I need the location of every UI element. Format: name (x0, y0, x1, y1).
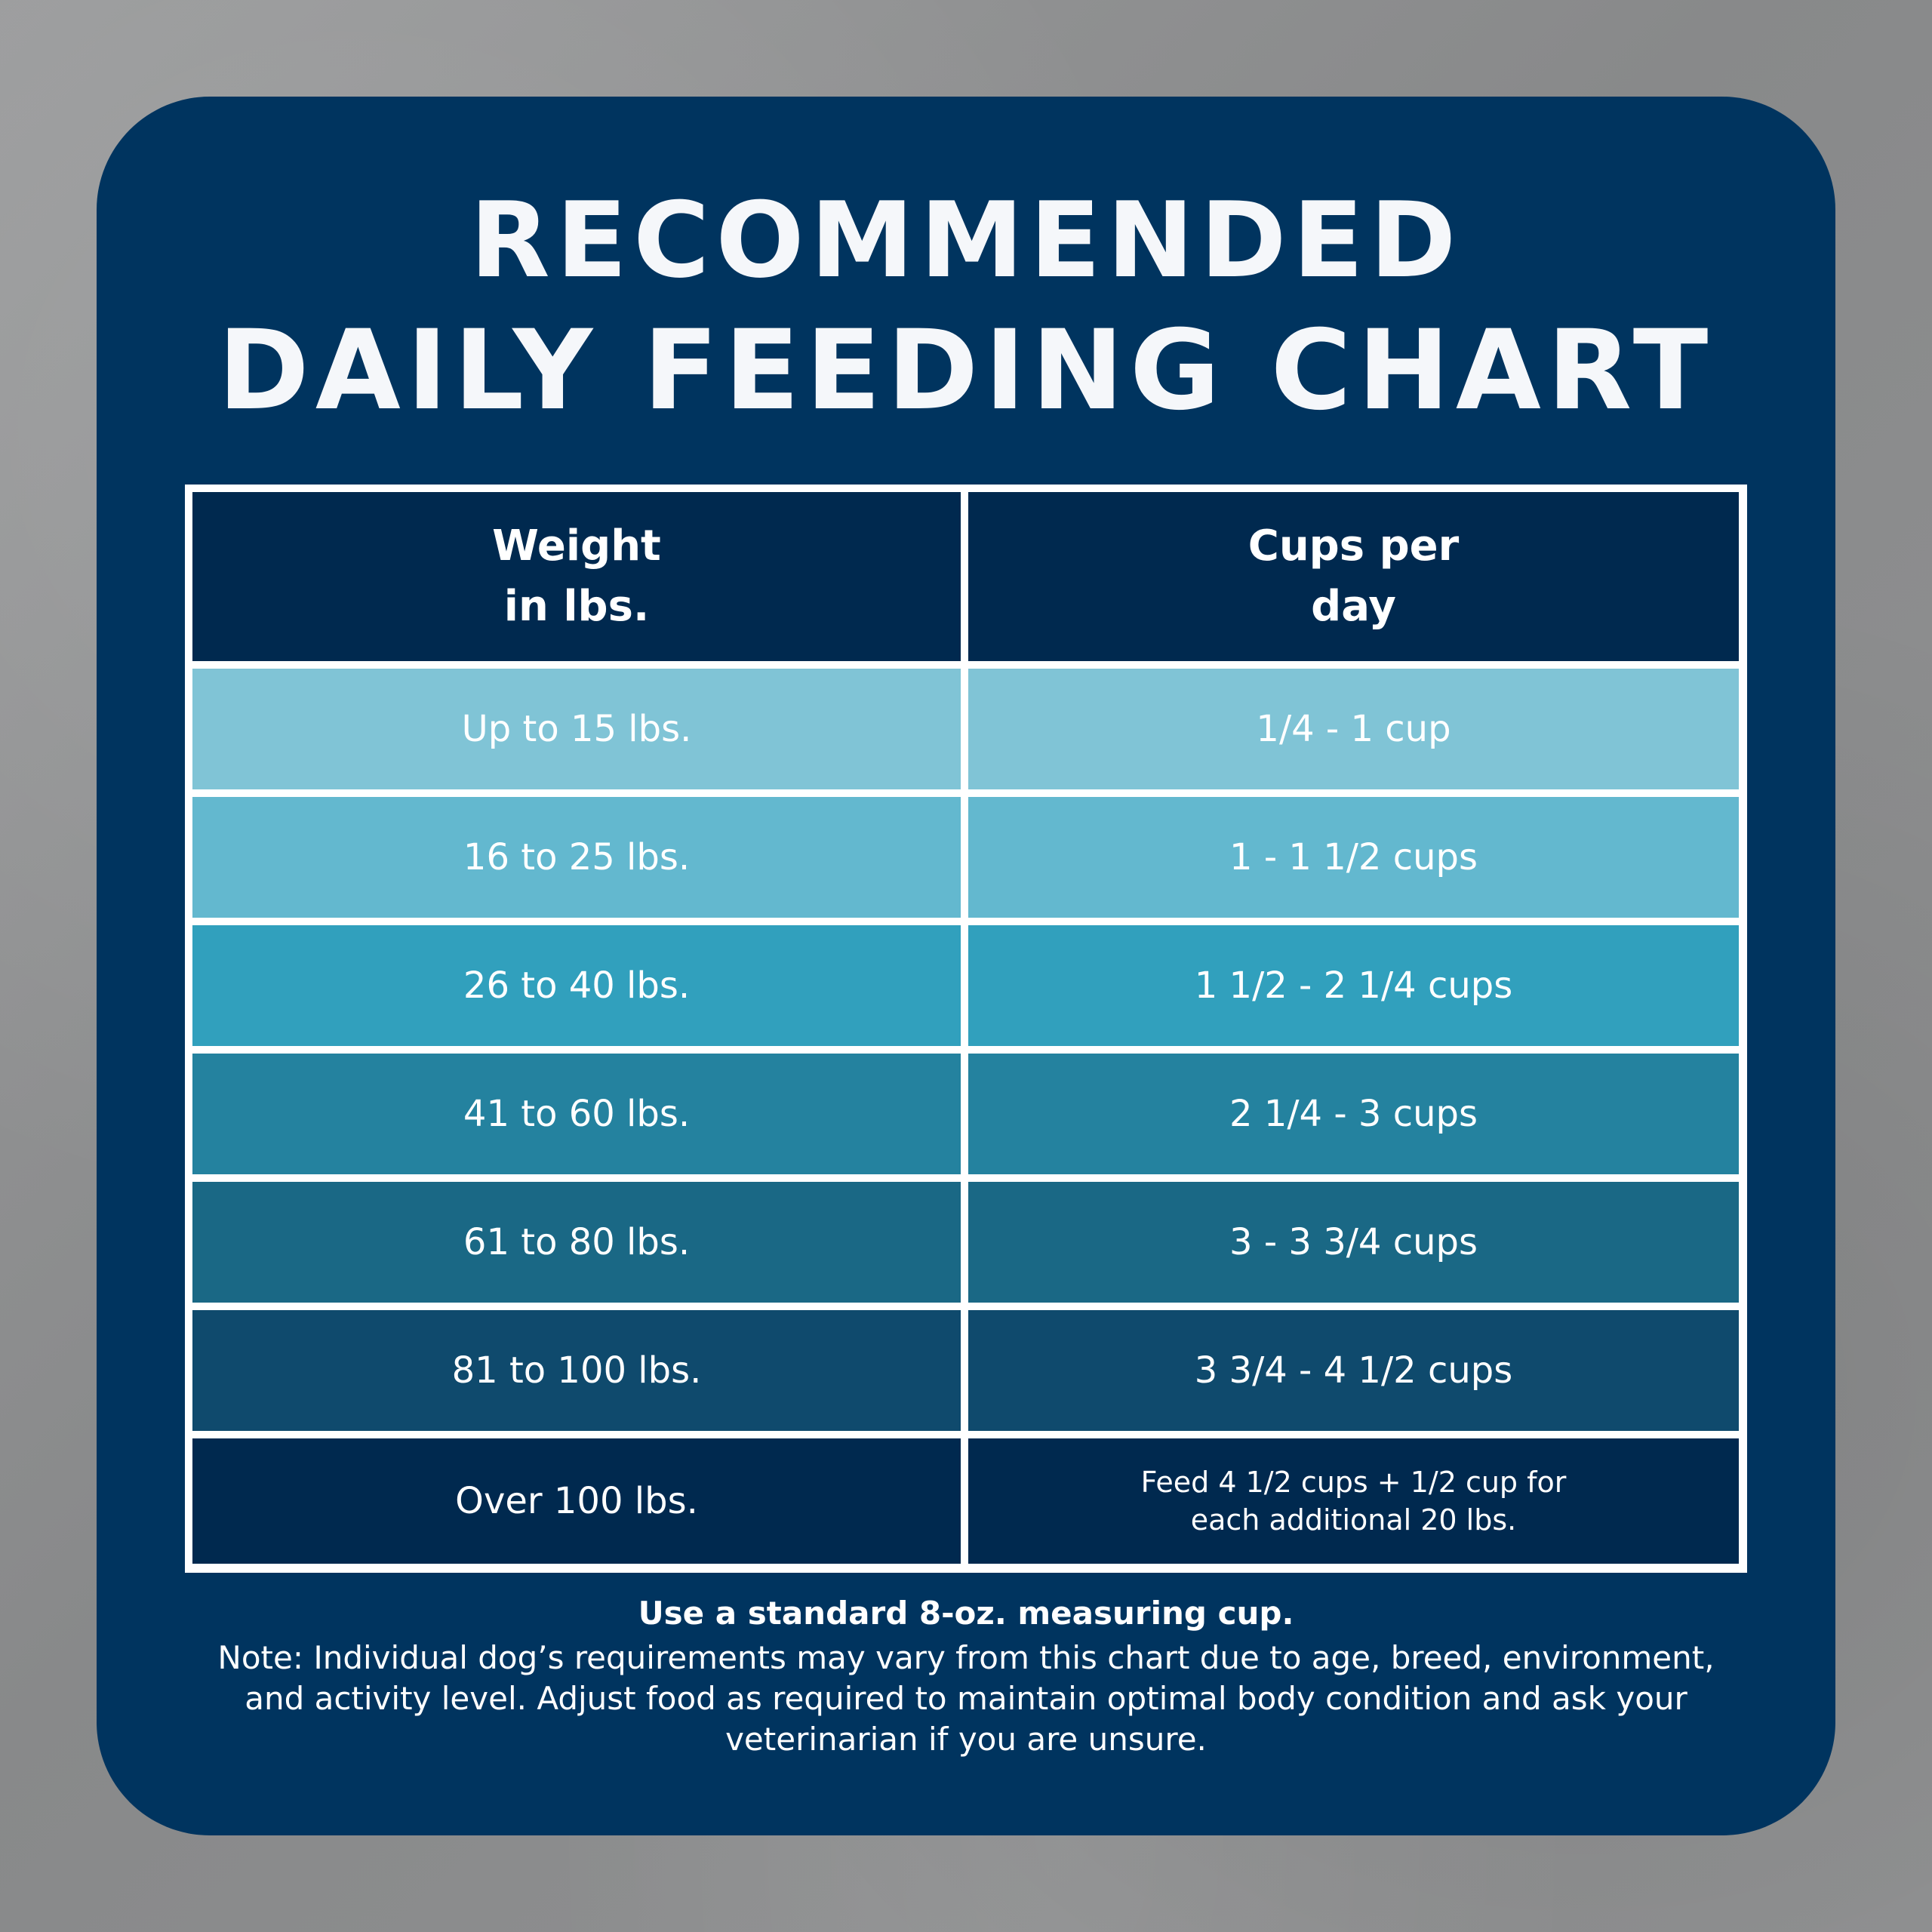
table-row-4-cups: 2 1/4 - 3 cups (968, 1054, 1739, 1174)
table-row-5-cups: 3 - 3 3/4 cups (968, 1182, 1739, 1303)
header-weight-line-1: Weight (492, 521, 661, 571)
disclaimer-note: Note: Individual dog’s requirements may … (181, 1638, 1751, 1760)
table-row-3-weight: 26 to 40 lbs. (192, 925, 961, 1046)
table-row-7-cups-line-2: each additional 20 lbs. (1190, 1503, 1517, 1537)
disclaimer-line-3: veterinarian if you are unsure. (725, 1721, 1207, 1758)
table-row-2-cups: 1 - 1 1/2 cups (968, 797, 1739, 918)
table-row-1-cups: 1/4 - 1 cup (968, 669, 1739, 789)
table-row-7-weight: Over 100 lbs. (192, 1438, 961, 1564)
header-cups-line-2: day (1311, 582, 1396, 631)
table-row-4-weight: 41 to 60 lbs. (192, 1054, 961, 1174)
measuring-cup-note: Use a standard 8-oz. measuring cup. (638, 1595, 1294, 1632)
header-cups-line-1: Cups per (1247, 521, 1460, 571)
header-cups: Cups per day (968, 492, 1739, 661)
disclaimer-line-2: and activity level. Adjust food as requi… (245, 1680, 1687, 1717)
title-line-1: RECOMMENDED (469, 180, 1463, 301)
header-weight: Weight in lbs. (192, 492, 961, 661)
table-row-7-cups: Feed 4 1/2 cups + 1/2 cup for each addit… (968, 1438, 1739, 1564)
table-row-7-cups-line-1: Feed 4 1/2 cups + 1/2 cup for (1140, 1466, 1567, 1499)
title-line-2: DAILY FEEDING CHART (217, 306, 1715, 435)
table-row-6-cups: 3 3/4 - 4 1/2 cups (968, 1310, 1739, 1431)
table-row-1-weight: Up to 15 lbs. (192, 669, 961, 789)
table-row-2-weight: 16 to 25 lbs. (192, 797, 961, 918)
header-weight-line-2: in lbs. (503, 582, 650, 631)
table-row-5-weight: 61 to 80 lbs. (192, 1182, 961, 1303)
disclaimer-line-1: Note: Individual dog’s requirements may … (217, 1639, 1715, 1676)
table-row-6-weight: 81 to 100 lbs. (192, 1310, 961, 1431)
feeding-table: Weight in lbs. Cups per day Up to 15 lbs… (185, 485, 1747, 1573)
table-row-3-cups: 1 1/2 - 2 1/4 cups (968, 925, 1739, 1046)
